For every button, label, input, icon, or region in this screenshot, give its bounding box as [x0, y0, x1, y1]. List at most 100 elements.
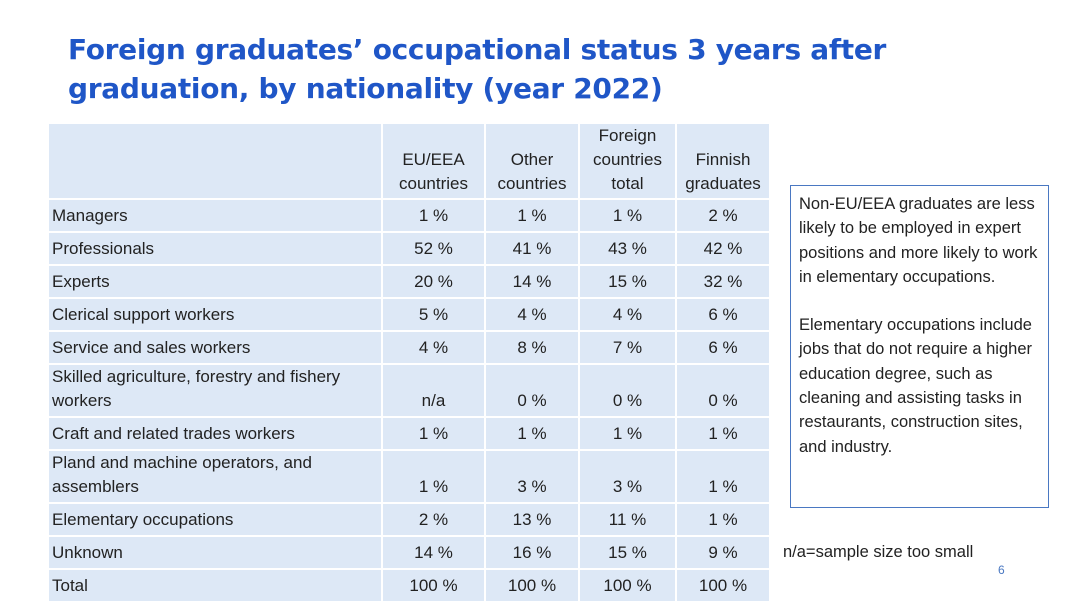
table-row: Professionals 52 % 41 % 43 % 42 %: [49, 233, 769, 264]
value-cell: 43 %: [580, 233, 675, 264]
value-cell: 100 %: [486, 570, 578, 601]
header-text: EU/EEA: [402, 150, 465, 169]
value-cell: 41 %: [486, 233, 578, 264]
row-label-line: Professionals: [52, 239, 155, 258]
row-label-line: Craft and related trades workers: [52, 424, 295, 443]
occupation-table: EU/EEA countries Other countries Foreign…: [47, 122, 771, 603]
value-cell: 14 %: [383, 537, 484, 568]
row-label-line: Clerical support workers: [52, 305, 235, 324]
value-cell: 5 %: [383, 299, 484, 330]
table-row: Elementary occupations 2 % 13 % 11 % 1 %: [49, 504, 769, 535]
value-cell: 2 %: [383, 504, 484, 535]
header-text: countries: [497, 174, 567, 193]
value-cell: 4 %: [580, 299, 675, 330]
value-cell: 100 %: [580, 570, 675, 601]
note-paragraph-2: Elementary occupations include jobs that…: [799, 316, 1032, 456]
row-label-line: Skilled agriculture, forestry and fisher…: [52, 367, 341, 386]
row-label: Managers: [49, 200, 381, 231]
value-cell: 3 %: [486, 451, 578, 502]
row-label: Professionals: [49, 233, 381, 264]
header-text: Foreign: [598, 126, 657, 145]
value-cell: 42 %: [677, 233, 769, 264]
table-header-row: EU/EEA countries Other countries Foreign…: [49, 124, 769, 198]
note-paragraph-1: Non-EU/EEA graduates are less likely to …: [799, 195, 1038, 286]
value-cell: 15 %: [580, 537, 675, 568]
header-text: Other: [510, 150, 554, 169]
value-cell: 4 %: [383, 332, 484, 363]
value-cell: 7 %: [580, 332, 675, 363]
value-cell: 8 %: [486, 332, 578, 363]
value-cell: 1 %: [486, 200, 578, 231]
row-label: Clerical support workers: [49, 299, 381, 330]
header-text: countries: [593, 150, 662, 169]
row-label-line: workers: [52, 391, 112, 410]
header-text: graduates: [685, 174, 761, 193]
value-cell: 32 %: [677, 266, 769, 297]
value-cell: 2 %: [677, 200, 769, 231]
header-text: total: [611, 174, 644, 193]
value-cell: 1 %: [486, 418, 578, 449]
value-cell: 1 %: [383, 418, 484, 449]
value-cell: 0 %: [580, 365, 675, 416]
value-cell: 0 %: [677, 365, 769, 416]
value-cell: 15 %: [580, 266, 675, 297]
row-label-line: Pland and machine operators, and: [52, 453, 312, 472]
header-cell-eu-eea: EU/EEA countries: [383, 124, 484, 198]
note-box: Non-EU/EEA graduates are less likely to …: [790, 185, 1049, 508]
row-label-line: Total: [52, 576, 88, 595]
value-cell: 100 %: [677, 570, 769, 601]
table-row: Total 100 % 100 % 100 % 100 %: [49, 570, 769, 601]
value-cell: 1 %: [677, 418, 769, 449]
value-cell: 13 %: [486, 504, 578, 535]
value-cell: 100 %: [383, 570, 484, 601]
row-label-line: Managers: [52, 206, 128, 225]
value-cell: 1 %: [677, 451, 769, 502]
header-cell-label: [49, 124, 381, 198]
value-cell: 9 %: [677, 537, 769, 568]
table-row: Craft and related trades workers 1 % 1 % 1 …: [49, 418, 769, 449]
table-row: Unknown 14 % 16 % 15 % 9 %: [49, 537, 769, 568]
value-cell: 6 %: [677, 332, 769, 363]
header-text: Finnish: [695, 150, 751, 169]
value-cell: 1 %: [383, 200, 484, 231]
row-label: Total: [49, 570, 381, 601]
header-text: countries: [399, 174, 468, 193]
table-row: Pland and machine operators, and assemble…: [49, 451, 769, 502]
value-cell: 14 %: [486, 266, 578, 297]
value-cell: 1 %: [677, 504, 769, 535]
row-label: Elementary occupations: [49, 504, 381, 535]
value-cell: 16 %: [486, 537, 578, 568]
value-cell: 4 %: [486, 299, 578, 330]
slide-title-line-2: graduation, by nationality (year 2022): [68, 72, 663, 105]
row-label: Service and sales workers: [49, 332, 381, 363]
value-cell: n/a: [383, 365, 484, 416]
header-cell-other: Other countries: [486, 124, 578, 198]
table-row: Clerical support workers 5 % 4 % 4 % 6 %: [49, 299, 769, 330]
value-cell: 20 %: [383, 266, 484, 297]
row-label-line: Elementary occupations: [52, 510, 234, 529]
slide-title: Foreign graduates’ occupational status 3…: [68, 30, 1008, 108]
value-cell: 1 %: [580, 200, 675, 231]
row-label: Skilled agriculture, forestry and fisher…: [49, 365, 381, 416]
row-label-line: Unknown: [52, 543, 123, 562]
header-cell-foreign-total: Foreign countries total: [580, 124, 675, 198]
slide-title-line-1: Foreign graduates’ occupational status 3…: [68, 33, 887, 66]
value-cell: 6 %: [677, 299, 769, 330]
table-row: Managers 1 % 1 % 1 % 2 %: [49, 200, 769, 231]
row-label-line: assemblers: [52, 477, 139, 496]
value-cell: 52 %: [383, 233, 484, 264]
value-cell: 11 %: [580, 504, 675, 535]
header-cell-finnish: Finnish graduates: [677, 124, 769, 198]
value-cell: 0 %: [486, 365, 578, 416]
row-label-line: Experts: [52, 272, 110, 291]
table-row: Service and sales workers 4 % 8 % 7 % 6 %: [49, 332, 769, 363]
row-label: Unknown: [49, 537, 381, 568]
table-body: Managers 1 % 1 % 1 % 2 % Professionals 52 % 41 …: [49, 200, 769, 601]
row-label: Pland and machine operators, and assemble…: [49, 451, 381, 502]
value-cell: 3 %: [580, 451, 675, 502]
table-row: Experts 20 % 14 % 15 % 32 %: [49, 266, 769, 297]
row-label: Craft and related trades workers: [49, 418, 381, 449]
value-cell: 1 %: [580, 418, 675, 449]
page-number: 6: [998, 563, 1005, 577]
row-label: Experts: [49, 266, 381, 297]
